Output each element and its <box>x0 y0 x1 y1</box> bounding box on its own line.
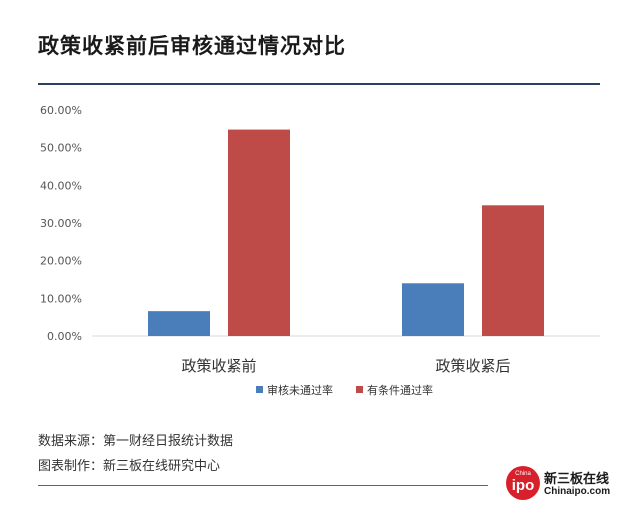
logo-badge: China ipo <box>506 466 540 500</box>
site-logo: China ipo 新三板在线 Chinaipo.com <box>506 466 626 506</box>
bar-conditional-2 <box>482 205 544 336</box>
legend-swatch <box>356 386 363 393</box>
title-rule <box>38 83 600 85</box>
legend-swatch <box>256 386 263 393</box>
bar-conditional-1 <box>228 129 290 336</box>
data-source-note: 数据来源：第一财经日报统计数据 <box>38 434 234 449</box>
logo-badge-big-text: ipo <box>511 477 535 494</box>
logo-name-en: Chinaipo.com <box>544 486 611 497</box>
y-tick-label: 0.00% <box>47 330 82 343</box>
legend-label: 有条件通过率 <box>367 383 433 397</box>
footer-rule <box>38 485 488 486</box>
y-tick-label: 10.00% <box>40 292 82 305</box>
bar-rejected-2 <box>402 283 464 336</box>
y-tick-label: 40.00% <box>40 179 82 192</box>
legend-label: 审核未通过率 <box>267 383 333 397</box>
x-category-label: 政策收紧前 <box>181 357 256 375</box>
y-tick-label: 30.00% <box>40 217 82 230</box>
logo-badge-small-text: China <box>515 471 531 477</box>
bar-rejected-1 <box>148 311 210 336</box>
y-tick-label: 20.00% <box>40 255 82 268</box>
logo-name-cn: 新三板在线 <box>544 472 610 487</box>
y-tick-label: 60.00% <box>40 104 82 117</box>
chart-maker-note: 图表制作：新三板在线研究中心 <box>38 459 221 474</box>
x-category-label: 政策收紧后 <box>435 357 510 375</box>
chart-title: 政策收紧前后审核通过情况对比 <box>38 34 346 58</box>
y-tick-label: 50.00% <box>40 142 82 155</box>
